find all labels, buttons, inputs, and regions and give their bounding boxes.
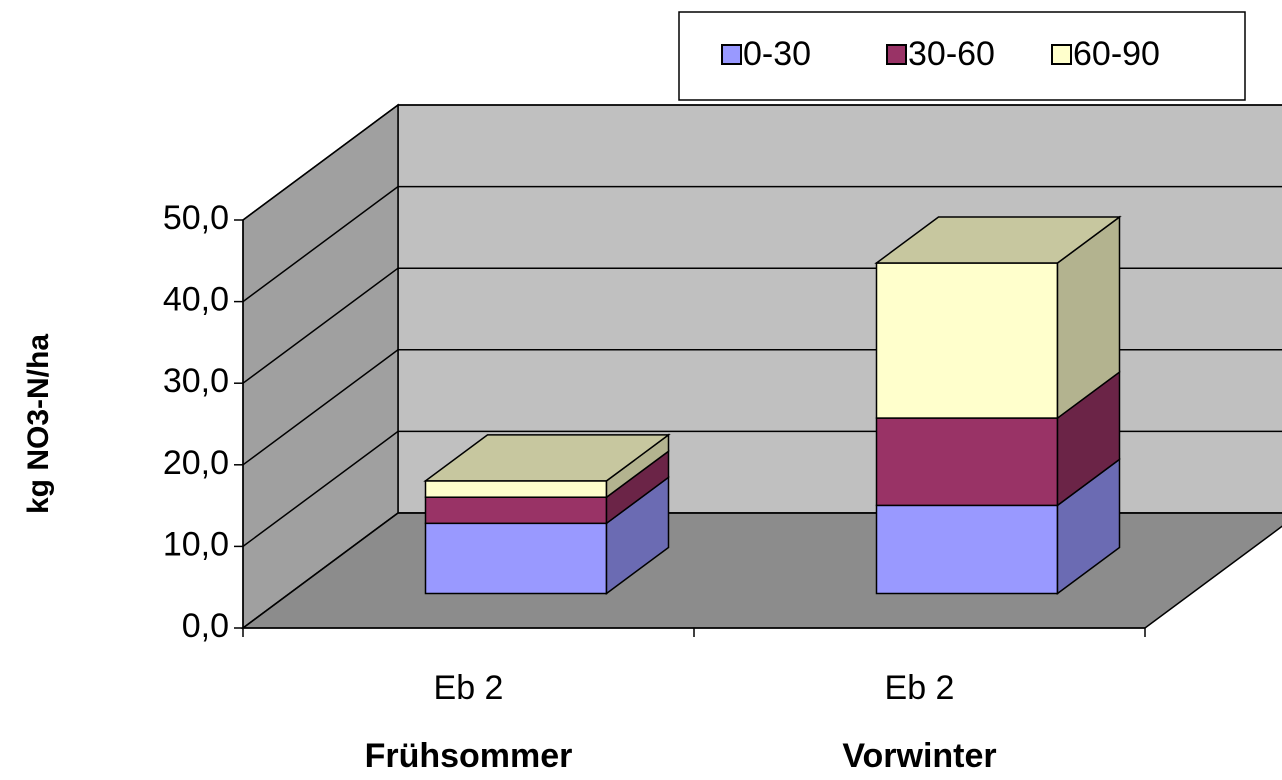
legend-label: 30-60 [908, 35, 995, 73]
group-label: Vorwinter [842, 737, 996, 775]
y-axis-title: kg NO3-N/ha [22, 334, 55, 514]
legend-swatch [721, 44, 742, 65]
legend-swatch [886, 44, 907, 65]
legend-label: 60-90 [1073, 35, 1160, 73]
y-tick-label: 50,0 [163, 199, 229, 237]
legend-box [678, 11, 1246, 101]
y-tick-label: 40,0 [163, 281, 229, 319]
y-tick-label: 30,0 [163, 362, 229, 400]
grid-line [242, 104, 1282, 221]
grid-line [242, 185, 1282, 303]
grid-line [242, 267, 1282, 384]
legend-swatch [1051, 44, 1072, 65]
bar-segment [424, 480, 608, 498]
bar-segment [875, 504, 1059, 595]
bar-segment [875, 262, 1059, 419]
group-label: Frühsommer [365, 737, 573, 775]
bar-segment [424, 496, 608, 525]
legend-label: 0-30 [743, 35, 811, 73]
grid-line [242, 349, 1282, 466]
y-tick-label: 20,0 [163, 444, 229, 482]
x-tick-label: Eb 2 [434, 669, 504, 707]
floor [240, 512, 1282, 629]
bar-segment [875, 417, 1059, 507]
grid-line [242, 512, 1282, 629]
bar-top [423, 434, 671, 482]
grid-line [242, 430, 1282, 548]
x-tick-label: Eb 2 [885, 669, 955, 707]
bar-top [874, 216, 1122, 264]
y-tick-label: 0,0 [182, 607, 229, 645]
y-tick-label: 10,0 [163, 525, 229, 563]
bar-segment [424, 522, 608, 595]
